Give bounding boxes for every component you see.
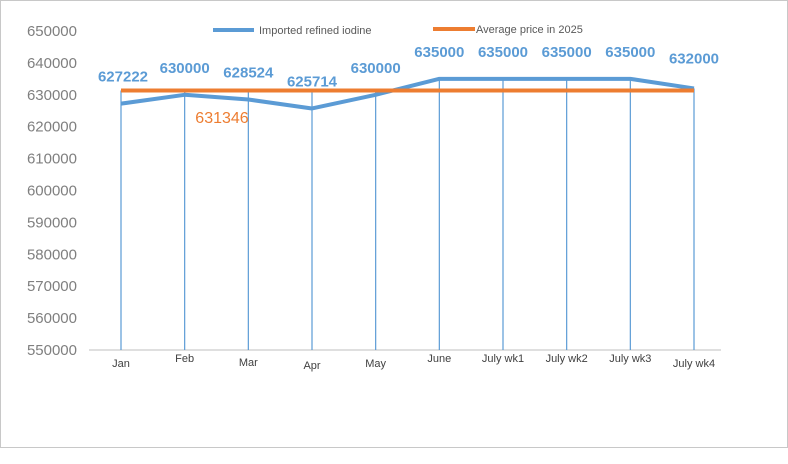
data-labels: 627222 630000 628524 625714 630000 635000 6350… bbox=[98, 44, 719, 127]
average-value-label: 631346 bbox=[195, 110, 248, 127]
y-tick-label: 630000 bbox=[27, 87, 77, 104]
series-group bbox=[120, 76, 695, 111]
y-tick-label: 640000 bbox=[27, 55, 77, 72]
x-tick-label: July wk1 bbox=[482, 353, 524, 365]
x-tick-label: Jan bbox=[112, 358, 130, 370]
data-label: 630000 bbox=[351, 60, 401, 77]
y-tick-label: 650000 bbox=[27, 23, 77, 40]
x-tick-label: Mar bbox=[239, 357, 258, 369]
x-tick-label: Apr bbox=[303, 360, 320, 372]
legend-label-imported: Imported refined iodine bbox=[259, 25, 372, 37]
data-label: 635000 bbox=[478, 44, 528, 61]
y-tick-label: 550000 bbox=[27, 342, 77, 359]
y-tick-label: 570000 bbox=[27, 278, 77, 295]
x-tick-label: Feb bbox=[175, 353, 194, 365]
drop-lines bbox=[120, 78, 695, 350]
y-tick-label: 560000 bbox=[27, 310, 77, 327]
x-tick-label: June bbox=[427, 353, 451, 365]
y-tick-label: 600000 bbox=[27, 183, 77, 200]
data-label: 635000 bbox=[605, 44, 655, 61]
data-label: 625714 bbox=[287, 73, 338, 90]
x-axis: Jan Feb Mar Apr May June July wk1 July wk2 July … bbox=[89, 349, 721, 372]
chart-frame: Imported refined iodine Average price in… bbox=[0, 0, 788, 448]
y-tick-label: 580000 bbox=[27, 246, 77, 263]
data-label: 635000 bbox=[542, 44, 592, 61]
x-tick-label: July wk3 bbox=[609, 353, 651, 365]
series-line-imported bbox=[120, 76, 695, 111]
y-tick-label: 610000 bbox=[27, 151, 77, 168]
y-tick-label: 590000 bbox=[27, 214, 77, 231]
legend: Imported refined iodine Average price in… bbox=[213, 24, 583, 37]
x-tick-label: July wk2 bbox=[546, 353, 588, 365]
line-chart: Imported refined iodine Average price in… bbox=[27, 23, 721, 372]
x-tick-label: July wk4 bbox=[673, 358, 715, 370]
y-axis: 550000 560000 570000 580000 590000 600000 6100… bbox=[27, 23, 77, 359]
data-label: 630000 bbox=[160, 60, 210, 77]
y-tick-label: 620000 bbox=[27, 119, 77, 136]
data-label: 628524 bbox=[223, 65, 274, 82]
x-tick-label: May bbox=[365, 358, 386, 370]
data-label: 627222 bbox=[98, 69, 148, 86]
data-label: 632000 bbox=[669, 50, 719, 67]
data-label: 635000 bbox=[414, 44, 464, 61]
legend-label-average: Average price in 2025 bbox=[476, 24, 583, 36]
